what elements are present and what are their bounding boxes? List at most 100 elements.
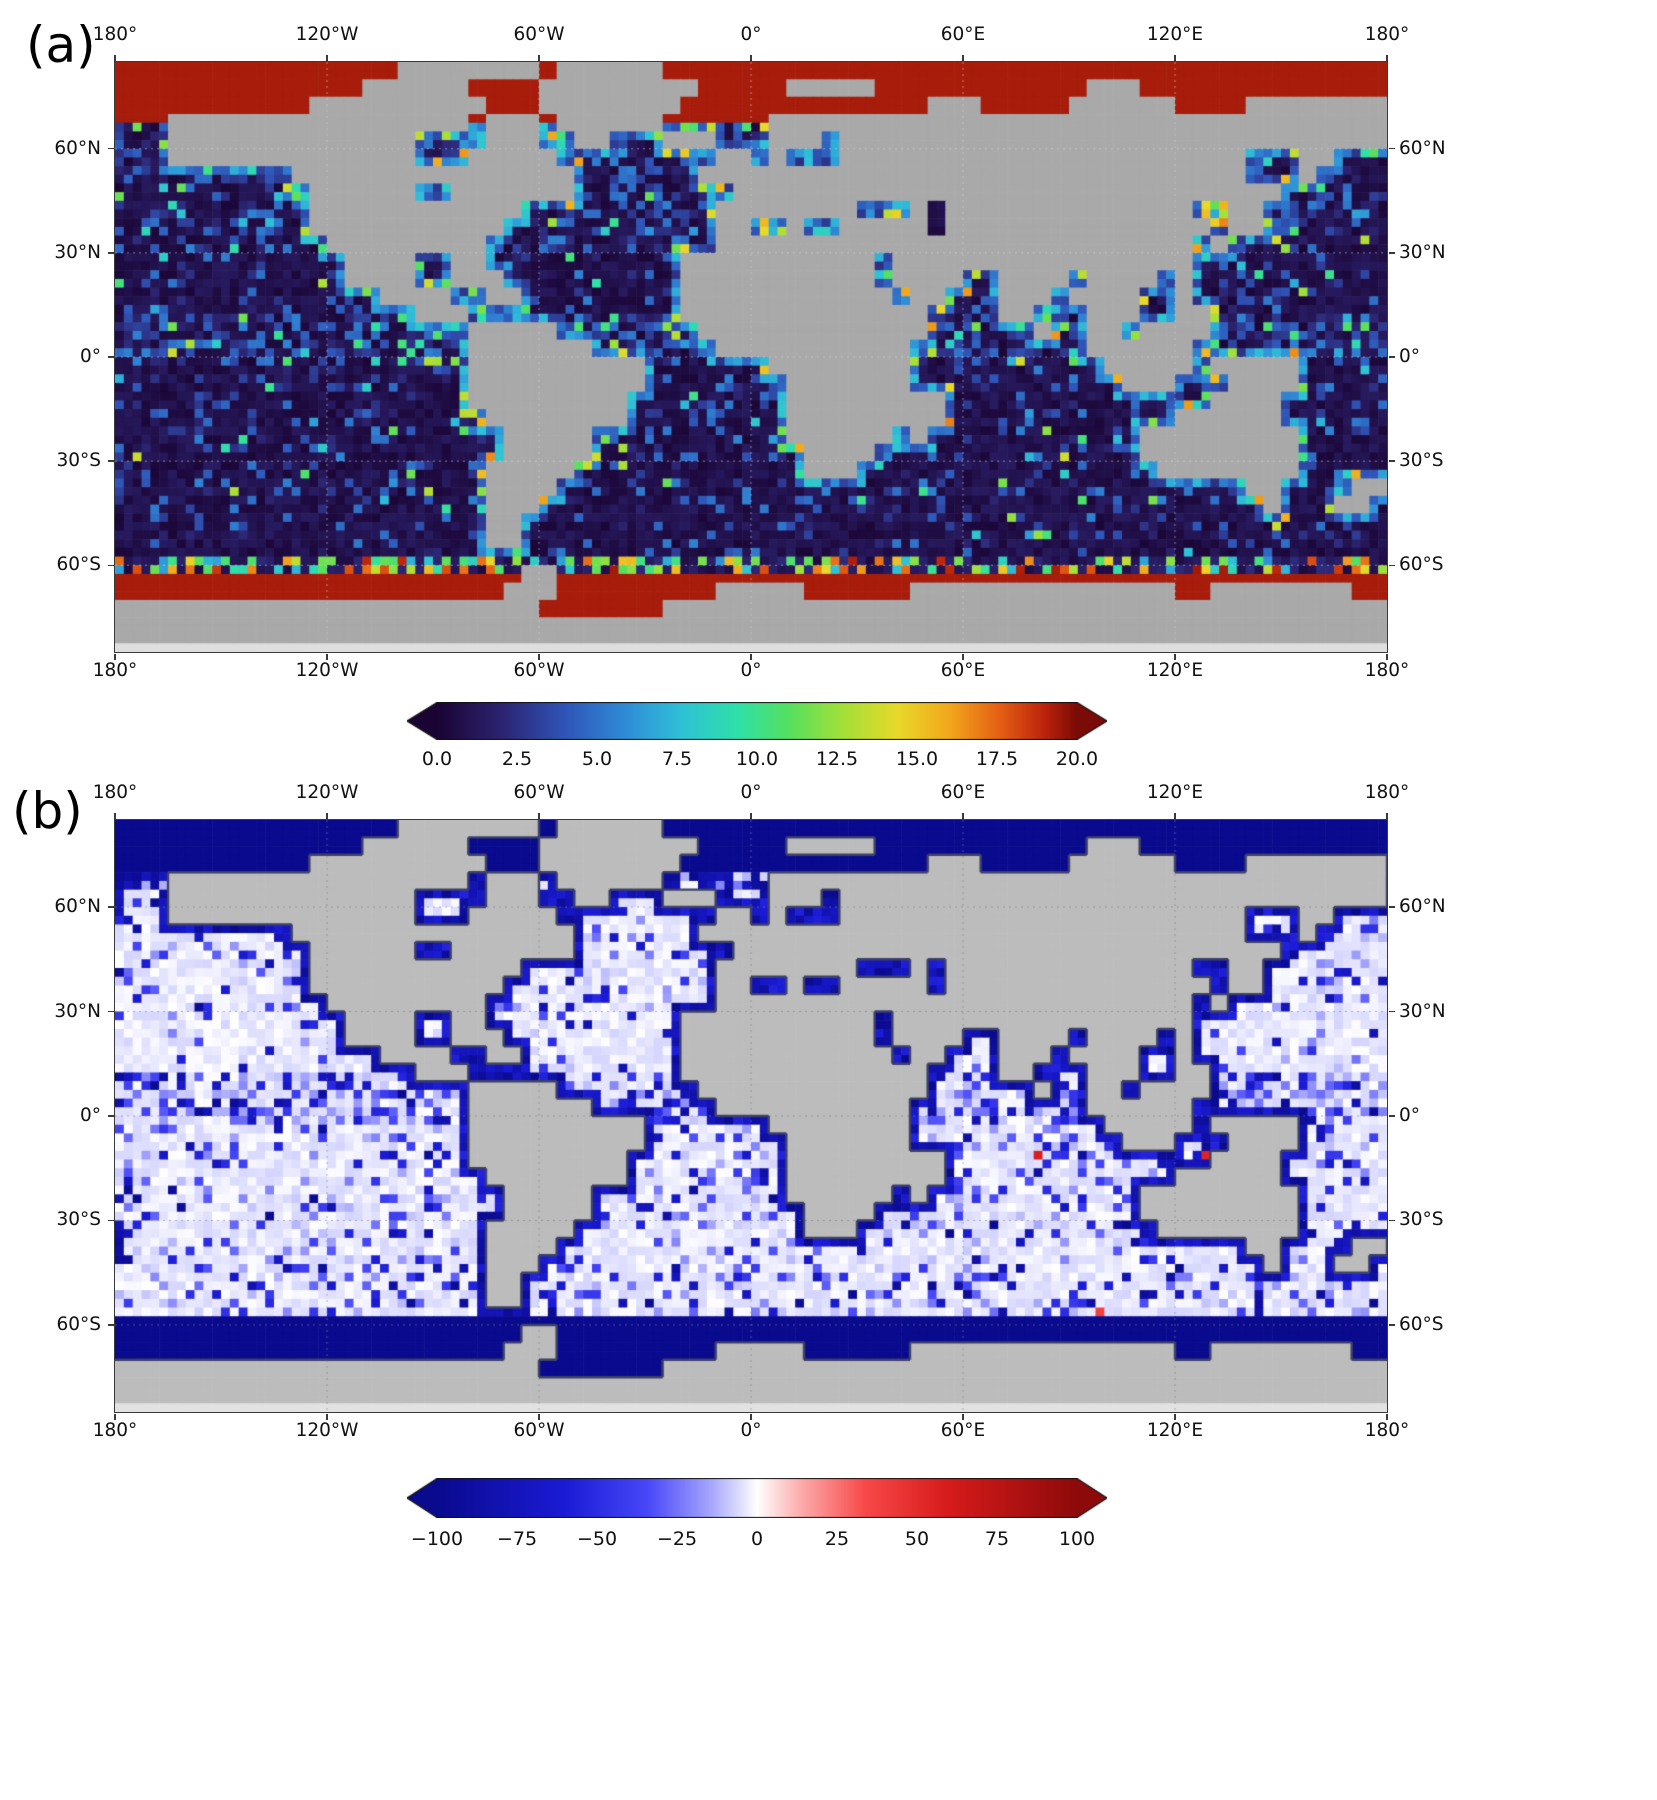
panel-a-lon-label: 180° <box>1364 24 1410 45</box>
panel-a-lat-label: 30°S <box>56 450 101 472</box>
panel-b-axis-tick <box>538 1413 540 1420</box>
panel-a-colorbar-tick: 10.0 <box>735 748 779 770</box>
panel-b-axis-tick <box>108 1115 114 1117</box>
panel-a-axis-tick <box>114 55 116 61</box>
panel-b-colorbar-tick: −50 <box>576 1528 618 1550</box>
panel-a-label: (a) <box>26 16 96 74</box>
panel-b-lon-label: 60°E <box>940 1420 986 1441</box>
panel-a-lon-label: 180° <box>92 660 138 681</box>
panel-a-axis-tick <box>1386 55 1388 61</box>
panel-b-axis-tick <box>1386 813 1388 819</box>
panel-b-axis-tick <box>114 1413 116 1420</box>
panel-b-axis-tick <box>1388 1010 1395 1013</box>
panel-a-colorbar-tick: 12.5 <box>815 748 859 770</box>
panel-a-axis-tick <box>750 653 752 660</box>
panel-a-axis-tick <box>326 653 328 660</box>
panel-a-axis-tick <box>1388 356 1395 358</box>
panel-a-axis-tick <box>108 564 114 566</box>
panel-a-axis-tick <box>1388 460 1395 462</box>
panel-a-axis-tick <box>750 55 752 61</box>
panel-b-lon-label: 180° <box>1364 1420 1410 1441</box>
panel-b-axis-tick <box>108 1219 114 1222</box>
panel-a-axis-tick <box>108 460 114 462</box>
panel-b-axis-tick <box>962 1413 964 1420</box>
panel-a-axis-tick <box>1388 564 1395 566</box>
panel-a-axis-tick <box>108 356 114 358</box>
panel-a-colorbar-tick: 5.0 <box>581 748 613 770</box>
panel-b-colorbar-tick: 100 <box>1058 1528 1096 1550</box>
panel-b-colorbar <box>407 1478 1107 1518</box>
panel-a-lon-label: 180° <box>92 24 138 45</box>
panel-a-map-canvas <box>114 61 1388 653</box>
panel-a-lon-label: 120°E <box>1146 660 1204 681</box>
panel-b-lat-label: 30°N <box>54 1000 101 1022</box>
panel-a-colorbar-tick: 20.0 <box>1055 748 1099 770</box>
panel-b-colorbar-tick: 75 <box>984 1528 1010 1550</box>
panel-b-colorbar-tick: 0 <box>750 1528 764 1550</box>
panel-b-lat-label: 0° <box>1399 1105 1421 1126</box>
panel-a-axis-tick <box>538 653 540 660</box>
panel-a-axis-tick <box>962 55 964 61</box>
panel-b-lon-label: 60°E <box>940 782 986 803</box>
panel-b-lon-label: 0° <box>740 782 762 803</box>
panel-b-axis-tick <box>108 1010 114 1013</box>
panel-a-lat-label: 30°N <box>54 241 101 263</box>
panel-b-colorbar-tick: 25 <box>824 1528 850 1550</box>
panel-b-axis-tick <box>1388 1219 1395 1222</box>
panel-a-axis-tick <box>326 55 328 61</box>
panel-b-axis-tick <box>1386 1413 1388 1420</box>
panel-a-lon-label: 60°W <box>513 660 565 681</box>
panel-a-lat-label: 60°N <box>54 137 101 159</box>
panel-b-colorbar-tick: 50 <box>904 1528 930 1550</box>
panel-a-lat-label: 0° <box>79 346 101 367</box>
panel-b-axis-tick <box>326 813 328 819</box>
panel-a-axis-tick <box>1386 653 1388 660</box>
panel-b-lat-label: 60°S <box>1399 1313 1444 1335</box>
panel-a-axis-tick <box>108 148 114 150</box>
panel-a-colorbar-tick: 17.5 <box>975 748 1019 770</box>
panel-a-lon-label: 60°W <box>513 24 565 45</box>
panel-b-lon-label: 60°W <box>513 1420 565 1441</box>
panel-b-axis-tick <box>1388 1324 1395 1326</box>
panel-b-lat-label: 30°S <box>56 1209 101 1231</box>
panel-b-lon-label: 120°W <box>295 1420 359 1441</box>
panel-b-label: (b) <box>12 782 83 840</box>
panel-b-colorbar-tick: −25 <box>656 1528 698 1550</box>
panel-b-lat-label: 60°N <box>54 896 101 918</box>
panel-b-lon-label: 60°W <box>513 782 565 803</box>
panel-b-map-canvas <box>114 819 1388 1413</box>
panel-b-lon-label: 120°W <box>295 782 359 803</box>
panel-b-lon-label: 180° <box>1364 782 1410 803</box>
panel-b-axis-tick <box>538 813 540 819</box>
panel-a-lon-label: 0° <box>740 24 762 45</box>
panel-b-lat-label: 60°N <box>1399 896 1446 918</box>
panel-a-lat-label: 60°S <box>1399 554 1444 576</box>
panel-b-axis-tick <box>108 1324 114 1326</box>
panel-a-axis-tick <box>1174 55 1176 61</box>
panel-b-axis-tick <box>326 1413 328 1420</box>
panel-b-axis-tick <box>108 906 114 908</box>
panel-a-lon-label: 120°W <box>295 660 359 681</box>
panel-a-lon-label: 60°E <box>940 24 986 45</box>
panel-a-axis-tick <box>1388 148 1395 150</box>
panel-b-axis-tick <box>1388 906 1395 908</box>
panel-b-lon-label: 120°E <box>1146 1420 1204 1441</box>
panel-b-colorbar-tick: −75 <box>496 1528 538 1550</box>
panel-a-lon-label: 60°E <box>940 660 986 681</box>
panel-b-axis-tick <box>114 813 116 819</box>
panel-a-axis-tick <box>1174 653 1176 660</box>
panel-b-lon-label: 120°E <box>1146 782 1204 803</box>
panel-a-axis-tick <box>108 252 114 254</box>
panel-b-axis-tick <box>1174 813 1176 819</box>
panel-a-axis-tick <box>962 653 964 660</box>
panel-b-lat-label: 30°S <box>1399 1209 1444 1231</box>
panel-b-lat-label: 0° <box>79 1105 101 1126</box>
panel-b-axis-tick <box>1388 1115 1395 1117</box>
panel-b-lat-label: 60°S <box>56 1313 101 1335</box>
panel-a-colorbar-tick: 15.0 <box>895 748 939 770</box>
panel-a-lon-label: 120°W <box>295 24 359 45</box>
panel-b-lon-label: 180° <box>92 1420 138 1441</box>
panel-a-axis-tick <box>538 55 540 61</box>
panel-a-colorbar <box>407 702 1107 740</box>
